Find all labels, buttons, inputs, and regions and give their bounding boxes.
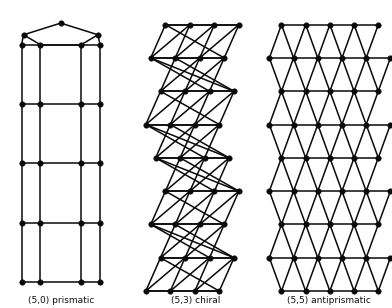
Text: (5,0) prismatic: (5,0) prismatic [27, 296, 94, 305]
Text: (5,5) antiprismatic: (5,5) antiprismatic [287, 296, 371, 305]
Text: (5,3) chiral: (5,3) chiral [171, 296, 221, 305]
